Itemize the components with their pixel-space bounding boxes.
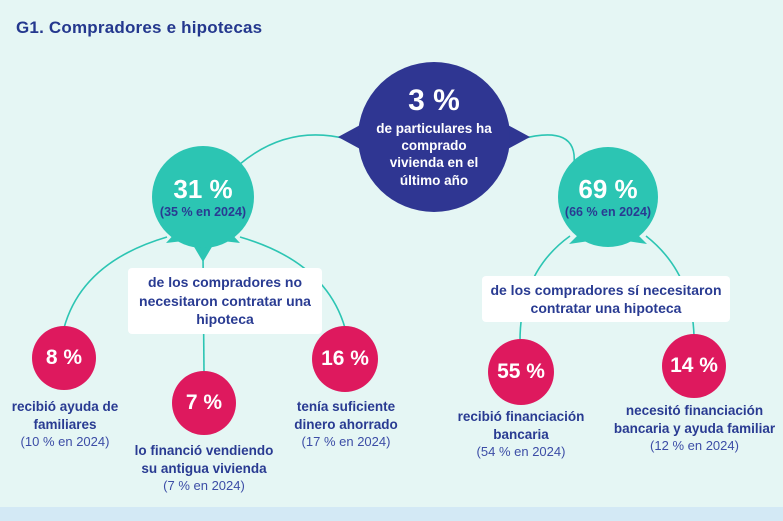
leaf-label-bank-financing: recibió financiación bancaria (54 % en 2… xyxy=(444,408,598,461)
label-no-mortgage-text: de los compradores no necesitaron contra… xyxy=(139,274,311,328)
leaf-node-sold-previous-home: 7 % xyxy=(172,371,236,435)
leaf-label-family-help-previous: (10 % en 2024) xyxy=(20,434,110,450)
no-mortgage-previous-year: (35 % en 2024) xyxy=(159,204,247,219)
page-title: G1. Compradores e hipotecas xyxy=(16,18,263,37)
leaf-value-sold-previous-home: 7 % xyxy=(185,391,223,414)
node-no-mortgage: 31 % (35 % en 2024) xyxy=(152,146,254,248)
label-box-no-mortgage: de los compradores no necesitaron contra… xyxy=(128,268,322,334)
line-root-to-left xyxy=(239,134,348,165)
leaf-label-family-help: recibió ayuda de familiares (10 % en 202… xyxy=(0,398,130,451)
label-box-yes-mortgage: de los compradores sí necesitaron contra… xyxy=(482,276,730,322)
leaf-label-bank-and-family-previous: (12 % en 2024) xyxy=(650,438,739,454)
leaf-node-bank-financing: 55 % xyxy=(488,339,554,405)
leaf-label-sold-previous-home-text: lo financió vendiendo su antigua viviend… xyxy=(134,443,274,476)
leaf-value-savings: 16 % xyxy=(321,347,369,370)
leaf-label-bank-and-family: necesitó financiación bancaria y ayuda f… xyxy=(612,402,777,455)
node-yes-mortgage: 69 % (66 % en 2024) xyxy=(558,147,658,247)
leaf-label-family-help-text: recibió ayuda de familiares xyxy=(11,399,119,432)
root-node: 3 % de particulares ha comprado vivienda… xyxy=(358,62,510,212)
yes-mortgage-value: 69 % xyxy=(578,174,638,205)
label-yes-mortgage-text: de los compradores sí necesitaron contra… xyxy=(490,281,722,316)
line-root-to-right xyxy=(520,134,575,165)
leaf-label-bank-and-family-text: necesitó financiación bancaria y ayuda f… xyxy=(613,403,776,436)
yes-mortgage-previous-year: (66 % en 2024) xyxy=(564,204,652,219)
leaf-value-bank-financing: 55 % xyxy=(497,360,545,383)
leaf-node-bank-and-family: 14 % xyxy=(662,334,726,398)
leaf-node-family-help: 8 % xyxy=(32,326,96,390)
root-description: de particulares ha comprado vivienda en … xyxy=(376,120,492,188)
bottom-band xyxy=(0,507,783,521)
leaf-value-family-help: 8 % xyxy=(45,346,83,369)
leaf-label-bank-financing-previous: (54 % en 2024) xyxy=(476,444,566,460)
leaf-label-savings: tenía suficiente dinero ahorrado (17 % e… xyxy=(276,398,416,451)
leaf-value-bank-and-family: 14 % xyxy=(670,354,718,377)
root-value: 3 % xyxy=(408,84,460,118)
leaf-node-savings: 16 % xyxy=(312,326,378,392)
no-mortgage-value: 31 % xyxy=(173,174,233,205)
leaf-label-sold-previous-home: lo financió vendiendo su antigua viviend… xyxy=(130,442,278,495)
leaf-label-savings-text: tenía suficiente dinero ahorrado xyxy=(294,399,398,432)
leaf-label-bank-financing-text: recibió financiación bancaria xyxy=(457,409,585,442)
leaf-label-sold-previous-home-previous: (7 % en 2024) xyxy=(163,478,245,494)
leaf-label-savings-previous: (17 % en 2024) xyxy=(301,434,391,450)
